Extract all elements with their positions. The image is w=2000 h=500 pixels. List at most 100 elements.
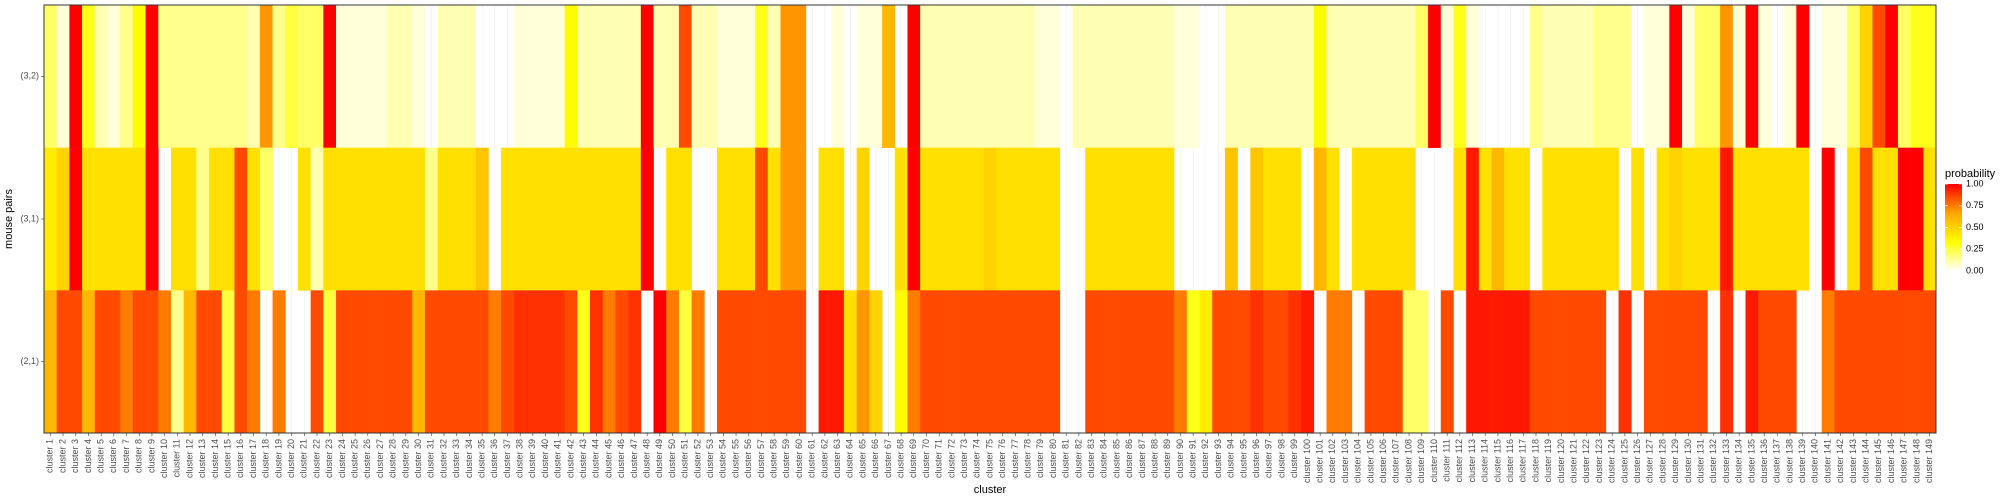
heatmap-cell: [780, 5, 794, 148]
heatmap-cell: [1669, 147, 1683, 291]
heatmap-cell: [1669, 5, 1683, 148]
heatmap-cell: [793, 5, 807, 148]
heatmap-cell: [1364, 5, 1378, 148]
heatmap-cell: [755, 290, 769, 434]
heatmap-cell: [628, 5, 642, 148]
heatmap-cell: [1707, 147, 1721, 291]
heatmap-cell: [1669, 290, 1683, 434]
heatmap-cell: [539, 147, 553, 291]
x-tick-label: cluster 54: [718, 439, 728, 478]
heatmap-cell: [1758, 290, 1772, 434]
heatmap-cell: [716, 5, 730, 148]
heatmap-cell: [1555, 5, 1569, 148]
heatmap-cell: [564, 147, 578, 291]
heatmap-cell: [1377, 147, 1391, 291]
heatmap-cell: [1770, 290, 1784, 434]
x-tick-label: cluster 113: [1467, 439, 1477, 482]
heatmap-cell: [590, 5, 604, 148]
heatmap-cell: [1745, 290, 1759, 434]
heatmap-cell: [1364, 147, 1378, 291]
heatmap-cell: [577, 5, 591, 148]
x-tick-label: cluster 124: [1607, 439, 1617, 483]
x-tick-label: cluster 50: [667, 439, 677, 478]
heatmap-cell: [1123, 290, 1137, 434]
heatmap-cell: [1593, 147, 1607, 291]
heatmap-cell: [1174, 290, 1188, 434]
heatmap-cell: [640, 5, 654, 148]
x-tick-label: cluster 29: [400, 439, 410, 478]
heatmap-cell: [374, 290, 388, 434]
x-tick-label: cluster 4: [83, 439, 93, 473]
heatmap-cell: [729, 290, 743, 434]
heatmap-cell: [615, 290, 629, 434]
x-tick-label: cluster 78: [1022, 439, 1032, 478]
heatmap-cell: [1580, 290, 1594, 434]
x-tick-label: cluster 101: [1315, 439, 1325, 483]
heatmap-cell: [1605, 147, 1619, 291]
heatmap-cell: [1872, 290, 1886, 434]
x-tick-label: cluster 87: [1137, 439, 1147, 478]
heatmap-cell: [1783, 147, 1797, 291]
x-tick-label: cluster 82: [1073, 439, 1083, 478]
heatmap-cell: [970, 147, 984, 291]
x-tick-label: cluster 109: [1416, 439, 1426, 483]
heatmap-cell: [424, 290, 438, 434]
heatmap-cell: [564, 5, 578, 148]
heatmap-cell: [513, 5, 527, 148]
heatmap-cell: [755, 147, 769, 291]
heatmap-cell: [412, 147, 426, 291]
heatmap-cell: [56, 147, 70, 291]
heatmap-cell: [1275, 147, 1289, 291]
heatmap-cell: [209, 147, 223, 291]
heatmap-cell: [170, 5, 184, 148]
heatmap-cell: [221, 290, 235, 434]
x-tick-label: cluster 72: [946, 439, 956, 478]
x-tick-label: cluster 134: [1734, 439, 1744, 483]
heatmap-cell: [590, 290, 604, 434]
x-tick-label: cluster 2: [57, 439, 67, 473]
heatmap-cell: [323, 5, 337, 148]
x-tick-label: cluster 33: [451, 439, 461, 478]
heatmap-cell: [1593, 5, 1607, 148]
heatmap-cell: [56, 290, 70, 434]
x-tick-label: cluster 43: [578, 439, 588, 478]
heatmap-cell: [259, 147, 273, 291]
x-tick-label: cluster 100: [1302, 439, 1312, 483]
heatmap-cell: [272, 5, 286, 148]
heatmap-cell: [1466, 5, 1480, 148]
x-tick-label: cluster 74: [972, 439, 982, 478]
y-axis-ticks: (3,2) (3,1) (2,1): [20, 71, 44, 366]
heatmap-cell: [1516, 147, 1530, 291]
heatmap-cell: [234, 147, 248, 291]
heatmap-cell: [1453, 5, 1467, 148]
heatmap-cell: [983, 147, 997, 291]
x-tick-label: cluster 144: [1861, 439, 1871, 483]
heatmap-cell: [399, 5, 413, 148]
heatmap-cell: [1466, 147, 1480, 291]
heatmap-cell: [1910, 290, 1924, 434]
x-tick-label: cluster 84: [1099, 439, 1109, 478]
heatmap-cell: [602, 290, 616, 434]
heatmap-cell: [361, 290, 375, 434]
heatmap-cell: [1186, 290, 1200, 434]
x-tick-label: cluster 86: [1124, 439, 1134, 478]
heatmap-cell: [996, 5, 1010, 148]
x-tick-label: cluster 80: [1048, 439, 1058, 478]
heatmap-cell: [1351, 147, 1365, 291]
x-tick-label: cluster 23: [324, 439, 334, 478]
heatmap-cell: [793, 147, 807, 291]
heatmap-cell: [1491, 147, 1505, 291]
heatmap-cell: [1796, 147, 1810, 291]
heatmap-cell: [1047, 147, 1061, 291]
x-tick-label: cluster 67: [883, 439, 893, 478]
x-tick-label: cluster 51: [680, 439, 690, 478]
heatmap-cell: [869, 290, 883, 434]
x-tick-label: cluster 45: [603, 439, 613, 478]
heatmap-cell: [310, 5, 324, 148]
x-tick-label: cluster 138: [1784, 439, 1794, 483]
heatmap-cell: [1758, 5, 1772, 148]
heatmap-cell: [1656, 147, 1670, 291]
x-tick-label: cluster 81: [1061, 439, 1071, 478]
x-tick-label: cluster 107: [1391, 439, 1401, 483]
heatmap-cell: [551, 147, 565, 291]
